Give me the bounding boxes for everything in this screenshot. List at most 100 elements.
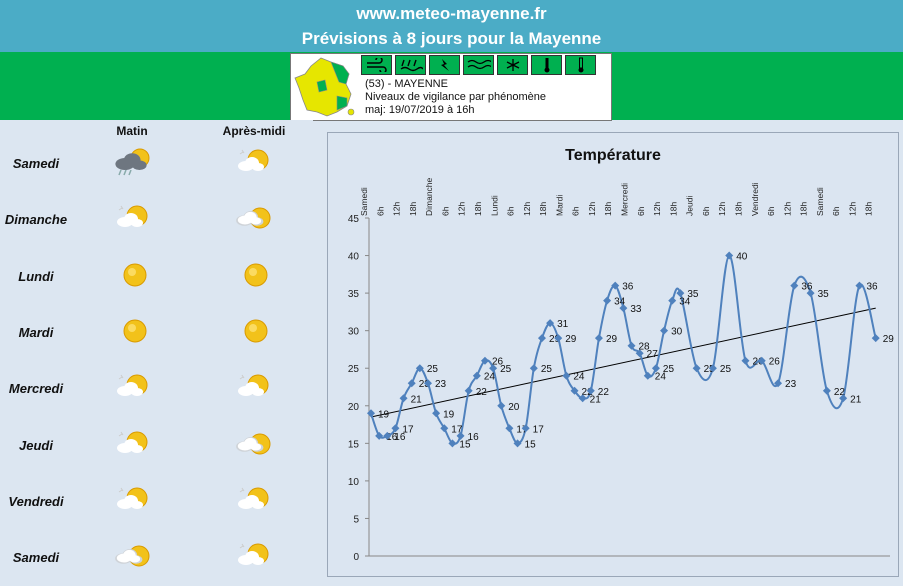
sun-icon	[113, 259, 153, 291]
morning-header: Matin	[116, 124, 148, 138]
data-label: 15	[525, 439, 537, 450]
x-tick-label: 12h	[587, 202, 597, 216]
data-point	[668, 296, 677, 305]
data-point	[627, 341, 636, 350]
vigilance-dept: (53) - MAYENNE	[365, 78, 448, 90]
x-tick-label: Vendredi	[750, 182, 760, 216]
x-tick-label: 12h	[847, 202, 857, 216]
y-tick-label: 35	[348, 289, 360, 300]
data-label: 24	[655, 372, 667, 383]
sun-cloud-icon	[113, 428, 153, 460]
vigilance-card[interactable]: (53) - MAYENNE Niveaux de vigilance par …	[290, 53, 612, 121]
forecast-day-label: Mardi	[18, 324, 54, 340]
site-url[interactable]: www.meteo-mayenne.fr	[356, 4, 547, 23]
data-label: 25	[704, 364, 716, 375]
data-label: 40	[736, 252, 748, 263]
data-label: 15	[459, 439, 471, 450]
sun-cloud-icon	[113, 371, 153, 403]
data-point	[570, 386, 579, 395]
data-label: 29	[565, 334, 577, 345]
data-label: 31	[557, 319, 569, 330]
data-point	[619, 304, 628, 313]
data-point	[448, 439, 457, 448]
x-tick-label: Mardi	[554, 195, 564, 216]
data-point	[546, 319, 555, 328]
data-point	[407, 379, 416, 388]
sun-cloud-icon	[234, 540, 274, 572]
x-tick-label: Dimanche	[424, 177, 434, 216]
x-tick-label: 18h	[603, 202, 613, 216]
x-tick-label: 6h	[506, 206, 516, 216]
data-label: 16	[386, 432, 398, 443]
data-point	[586, 386, 595, 395]
sun-cloud-icon	[113, 484, 153, 516]
x-tick-label: 12h	[392, 202, 402, 216]
sun-cloud-icon	[234, 371, 274, 403]
data-label: 26	[492, 357, 504, 368]
data-label: 22	[834, 387, 846, 398]
data-label: 35	[687, 289, 699, 300]
data-point	[399, 394, 408, 403]
data-point	[708, 364, 717, 373]
data-label: 20	[508, 402, 520, 413]
data-point	[578, 394, 587, 403]
x-tick-label: 6h	[831, 206, 841, 216]
data-label: 29	[606, 334, 618, 345]
data-point	[423, 379, 432, 388]
y-tick-label: 10	[348, 477, 360, 488]
data-label: 29	[549, 334, 561, 345]
data-label: 25	[720, 364, 732, 375]
data-point	[611, 281, 620, 290]
data-label: 33	[630, 304, 642, 315]
sun-cloud-icon	[113, 202, 153, 234]
phenomena-row	[361, 55, 599, 77]
rain-flood-icon[interactable]	[395, 55, 426, 75]
y-tick-label: 25	[348, 364, 360, 375]
x-tick-label: Lundi	[489, 195, 499, 216]
forecast-day-label: Vendredi	[8, 493, 64, 509]
data-label: 27	[647, 349, 659, 360]
data-point	[497, 401, 506, 410]
thunderstorm-icon[interactable]	[429, 55, 460, 75]
snow-ice-icon[interactable]	[497, 55, 528, 75]
data-point	[603, 296, 612, 305]
data-label: 26	[769, 357, 781, 368]
x-tick-label: 6h	[636, 206, 646, 216]
data-label: 25	[663, 364, 675, 375]
data-point	[375, 431, 384, 440]
data-label: 36	[622, 282, 634, 293]
data-point	[643, 371, 652, 380]
data-label: 25	[427, 364, 439, 375]
data-point	[432, 409, 441, 418]
flood-icon[interactable]	[463, 55, 494, 75]
site-header: www.meteo-mayenne.fr Prévisions à 8 jour…	[0, 0, 903, 52]
data-point	[415, 364, 424, 373]
data-point	[440, 424, 449, 433]
vigilance-desc: Niveaux de vigilance par phénomène	[365, 91, 547, 103]
forecast-day-label: Mercredi	[8, 381, 64, 397]
x-tick-label: 12h	[717, 202, 727, 216]
sun-icon	[113, 315, 153, 347]
data-point	[521, 424, 530, 433]
data-point	[757, 356, 766, 365]
sun-cloud-icon	[234, 146, 274, 178]
data-label: 19	[378, 409, 390, 420]
y-tick-label: 30	[348, 327, 360, 338]
wind-icon[interactable]	[361, 55, 392, 75]
data-point	[871, 334, 880, 343]
data-point	[529, 364, 538, 373]
forecast-day-label: Lundi	[18, 268, 54, 284]
forecast-panel	[0, 120, 313, 586]
data-point	[741, 356, 750, 365]
heat-thermometer-icon[interactable]	[531, 55, 562, 75]
data-label: 21	[850, 394, 862, 405]
data-point	[692, 364, 701, 373]
data-point	[822, 386, 831, 395]
data-point	[489, 364, 498, 373]
x-tick-label: 18h	[668, 202, 678, 216]
data-label: 35	[818, 289, 830, 300]
cold-thermometer-icon[interactable]	[565, 55, 596, 75]
data-point	[676, 289, 685, 298]
data-point	[562, 371, 571, 380]
